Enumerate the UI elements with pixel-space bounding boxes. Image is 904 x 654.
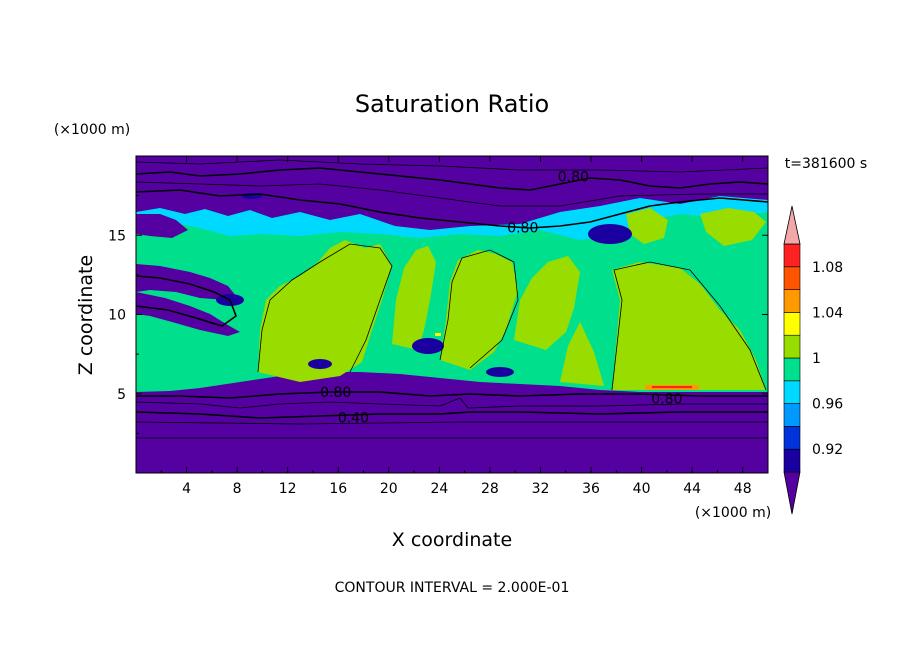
colorbar: 0.92 0.96 1 1.04 1.08 bbox=[783, 205, 843, 515]
column-region-2 bbox=[392, 246, 436, 350]
contour-mid-thin-3 bbox=[439, 249, 519, 369]
x-tick-label: 24 bbox=[430, 481, 448, 497]
colorbar-band bbox=[783, 266, 801, 290]
column-region-3 bbox=[440, 250, 518, 370]
time-label: t=381600 s bbox=[785, 156, 867, 172]
chart-title: Saturation Ratio bbox=[355, 90, 549, 118]
colorbar-tick-label: 0.96 bbox=[812, 397, 843, 413]
colorbar-tick-label: 1 bbox=[812, 351, 821, 367]
left-dry-intrusion-2 bbox=[136, 292, 240, 336]
x-axis-label: X coordinate bbox=[392, 529, 512, 551]
contour-interval-footer: CONTOUR INTERVAL = 2.000E-01 bbox=[335, 580, 570, 596]
contour-mid-thin bbox=[257, 243, 393, 373]
supersaturated-streak-core bbox=[652, 386, 692, 388]
x-tick-label: 16 bbox=[329, 481, 347, 497]
contour-left-080 bbox=[136, 275, 237, 327]
dry-blob-6 bbox=[486, 367, 514, 377]
contour-label: 0.80 bbox=[558, 170, 589, 186]
y-axis-ticks: 5 10 15 bbox=[108, 195, 768, 434]
contour-label: 0.80 bbox=[320, 385, 351, 401]
colorbar-band bbox=[783, 243, 801, 268]
contour-lower-thin-1 bbox=[136, 397, 768, 409]
contour-label: 0.40 bbox=[338, 411, 369, 427]
column-region-6 bbox=[612, 262, 766, 390]
x-tick-label: 40 bbox=[633, 481, 651, 497]
x-tick-label: 8 bbox=[233, 481, 242, 497]
upper-left-dry-patch bbox=[136, 214, 188, 238]
contour-lower-040 bbox=[136, 411, 768, 419]
dry-blob-1 bbox=[412, 338, 444, 354]
colorbar-band bbox=[783, 426, 801, 450]
dry-blob-3 bbox=[588, 224, 632, 244]
column-region-5 bbox=[560, 322, 604, 386]
contour-upper-080-b bbox=[136, 189, 768, 229]
x-tick-label: 48 bbox=[734, 481, 752, 497]
colorbar-tick-label: 1.04 bbox=[812, 305, 843, 321]
colorbar-band bbox=[783, 357, 801, 382]
x-axis-ticks: 4 8 12 16 20 24 28 32 36 40 44 48 bbox=[160, 156, 752, 497]
x-tick-label: 28 bbox=[481, 481, 499, 497]
contour-mid-thin-2 bbox=[611, 261, 767, 391]
upper-right-green-patch bbox=[626, 208, 668, 244]
column-region-4 bbox=[514, 256, 580, 350]
x-tick-label: 20 bbox=[380, 481, 398, 497]
colorbar-tick-label: 0.92 bbox=[812, 442, 843, 458]
contour-label: 0.80 bbox=[507, 220, 538, 236]
lower-dry-layer bbox=[136, 392, 768, 473]
colorbar-under-cap bbox=[783, 471, 801, 515]
colorbar-band bbox=[783, 312, 801, 336]
colorbar-band bbox=[783, 334, 801, 359]
contour-lines bbox=[136, 159, 768, 439]
x-tick-label: 4 bbox=[182, 481, 191, 497]
colorbar-over-cap bbox=[783, 205, 801, 245]
contour-label: 0.80 bbox=[651, 392, 682, 408]
x-tick-label: 32 bbox=[532, 481, 550, 497]
colorbar-band bbox=[783, 289, 801, 313]
supersaturated-streak-2 bbox=[435, 333, 441, 336]
contour-upper-thin-b bbox=[136, 181, 768, 207]
contour-labels: 0.80 0.80 0.80 0.80 0.40 bbox=[320, 170, 682, 427]
dry-blob-5 bbox=[308, 359, 332, 369]
y-axis-label: Z coordinate bbox=[75, 255, 97, 375]
upper-right-green-patch-2 bbox=[700, 208, 766, 246]
y-tick-label: 15 bbox=[108, 228, 126, 244]
colorbar-band bbox=[783, 380, 801, 404]
colorbar-tick-label: 1.08 bbox=[812, 260, 843, 276]
y-tick-label: 10 bbox=[108, 308, 126, 324]
x-tick-label: 12 bbox=[279, 481, 297, 497]
colorbar-band bbox=[783, 448, 801, 473]
contour-upper-080 bbox=[136, 167, 768, 191]
x-tick-label: 44 bbox=[683, 481, 701, 497]
contour-lower-080 bbox=[136, 391, 768, 399]
colorbar-band bbox=[783, 403, 801, 427]
column-region-1 bbox=[258, 240, 392, 382]
x-units-label: (×1000 m) bbox=[695, 505, 771, 521]
contour-lower-thin-2 bbox=[136, 421, 768, 425]
contour-upper-thin bbox=[136, 159, 768, 173]
y-tick-label: 5 bbox=[117, 387, 126, 403]
plot-field bbox=[136, 156, 768, 473]
y-units-label: (×1000 m) bbox=[54, 122, 130, 138]
x-tick-label: 36 bbox=[582, 481, 600, 497]
